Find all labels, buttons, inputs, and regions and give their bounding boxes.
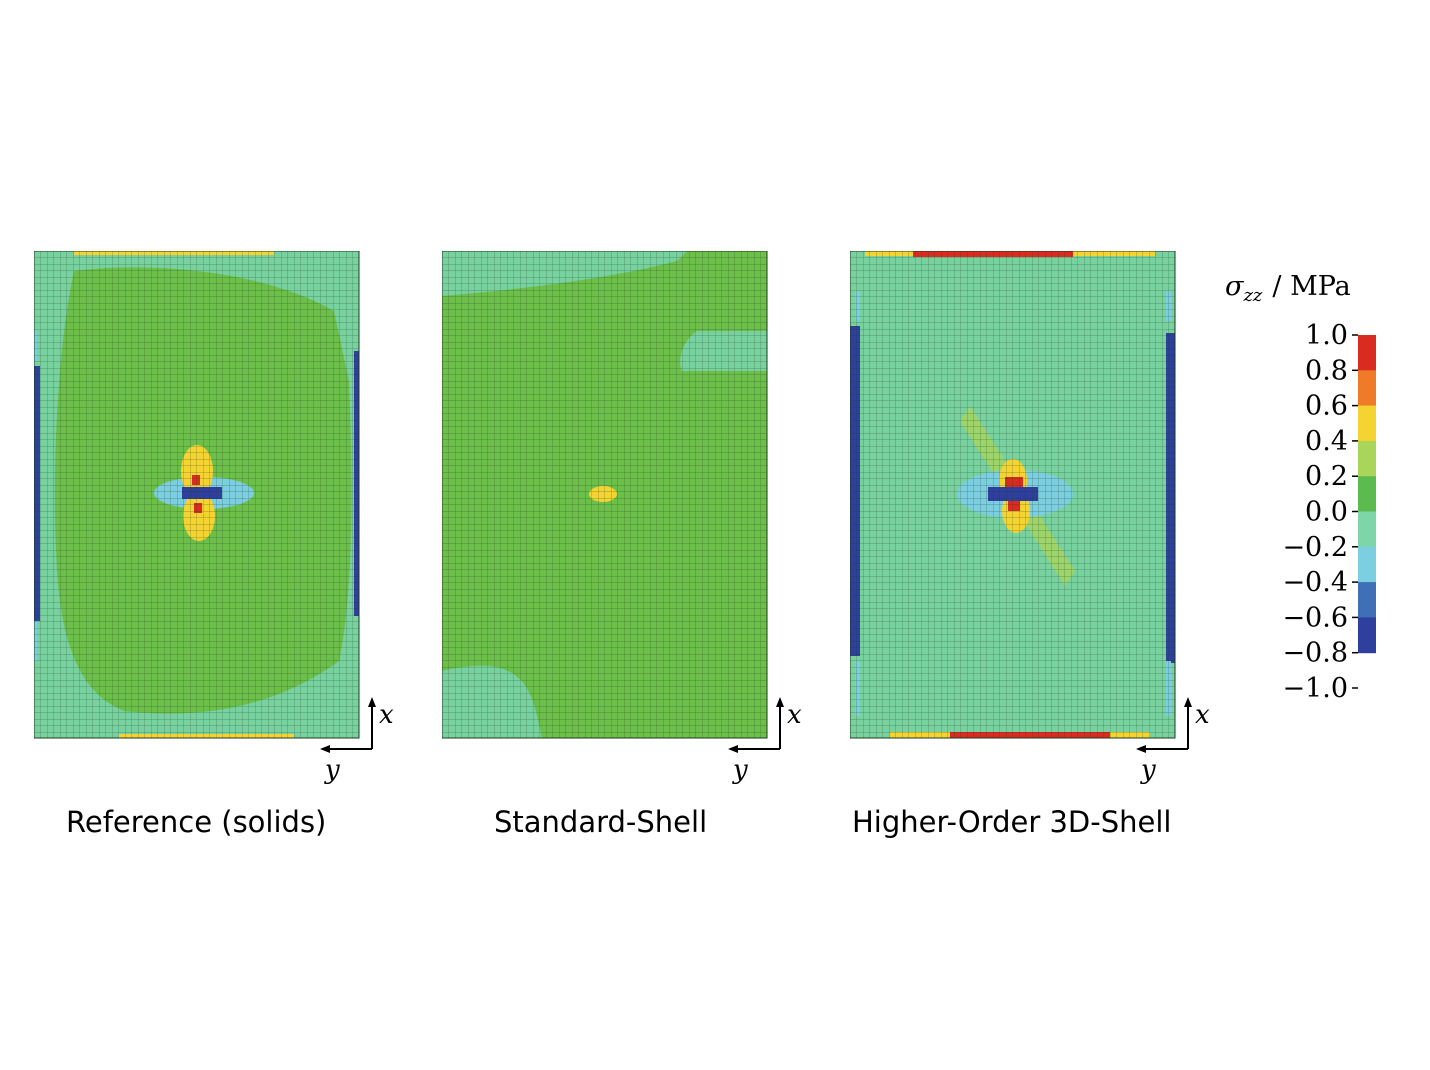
colorbar-tick-label: −0.2: [1282, 532, 1348, 563]
y-axis-label: y: [732, 755, 748, 785]
y-axis-label: y: [1140, 755, 1156, 785]
x-axis-label: x: [379, 700, 394, 730]
colorbar-band: [1358, 440, 1376, 477]
caption-reference: Reference (solids): [66, 805, 327, 839]
colorbar-symbol: σ: [1225, 271, 1245, 302]
x-axis-label: x: [787, 700, 802, 730]
colorbar-tick-label: 0.4: [1305, 426, 1348, 457]
colorbar-band: [1358, 546, 1376, 583]
contour-plot-reference: x y: [34, 251, 394, 785]
contour-plot-higher: x y: [850, 251, 1210, 785]
caption-higher: Higher-Order 3D-Shell: [852, 805, 1172, 839]
colorbar-tick-label: −0.6: [1282, 602, 1348, 633]
colorbar-band: [1358, 617, 1376, 654]
colorbar-tick-label: −1.0: [1282, 673, 1348, 704]
y-axis-label: y: [324, 755, 340, 785]
colorbar-tick-label: 0.6: [1305, 391, 1348, 422]
colorbar-tick-label: 0.8: [1305, 355, 1348, 386]
colorbar-unit: / MPa: [1272, 271, 1350, 302]
colorbar-tick-label: −0.4: [1282, 567, 1348, 598]
colorbar-tick-label: 0.0: [1305, 497, 1348, 528]
colorbar-band: [1358, 476, 1376, 512]
colorbar: σzz / MPa 1.0 0.8 0.6 0.4 0.2 0.0 −0.2 −0.4 −0.6 −…: [1215, 265, 1415, 710]
colorbar-tick-label: 1.0: [1305, 320, 1348, 351]
panel-reference: x y: [34, 251, 404, 791]
colorbar-bands: [1358, 335, 1376, 654]
panel-higher: x y: [850, 251, 1220, 791]
caption-standard: Standard-Shell: [494, 805, 708, 839]
panel-standard: x y: [442, 251, 812, 791]
colorbar-band: [1358, 582, 1376, 618]
colorbar-subscript: zz: [1242, 285, 1262, 306]
x-axis-label: x: [1195, 700, 1210, 730]
colorbar-band: [1358, 405, 1376, 442]
contour-plot-standard: x y: [442, 251, 802, 785]
colorbar-title: σzz / MPa: [1225, 271, 1351, 306]
colorbar-band: [1358, 370, 1376, 407]
colorbar-tick-label: −0.8: [1282, 638, 1348, 669]
colorbar-tick-label: 0.2: [1305, 461, 1348, 492]
colorbar-ticks: 1.0 0.8 0.6 0.4 0.2 0.0 −0.2 −0.4 −0.6 −0.8 −1.0: [1282, 320, 1358, 704]
colorbar-svg: σzz / MPa 1.0 0.8 0.6 0.4 0.2 0.0 −0.2 −0.4 −0.6 −…: [1225, 271, 1376, 704]
colorbar-band: [1358, 335, 1376, 371]
colorbar-band: [1358, 511, 1376, 548]
